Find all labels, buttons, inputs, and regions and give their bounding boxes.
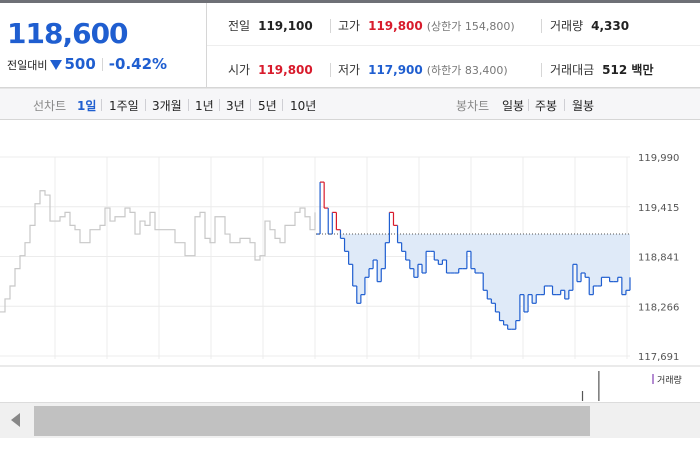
upper-limit: (상한가 154,800) xyxy=(426,20,515,33)
previous-day-line xyxy=(0,190,316,313)
stat-open: 시가 119,800 xyxy=(228,61,313,78)
chart-grid xyxy=(0,156,700,367)
divider xyxy=(330,63,331,77)
scroll-left-arrow-icon[interactable] xyxy=(11,413,20,427)
stat-value: 117,900 xyxy=(368,63,423,77)
change-percent: -0.42% xyxy=(108,55,168,73)
divider xyxy=(145,99,146,111)
tab-1d[interactable]: 1일 xyxy=(77,99,97,113)
quote-panel: 118,600 전일대비 500 -0.42% 전일 119,100 고가 119,80… xyxy=(0,0,700,88)
stat-high: 고가 119,800 (상한가 154,800) xyxy=(338,17,515,34)
y-tick-label: 119,415 xyxy=(638,203,679,214)
stat-value: 119,100 xyxy=(258,19,313,33)
divider xyxy=(207,45,700,46)
stat-label: 거래대금 xyxy=(550,63,595,77)
divider xyxy=(101,58,103,71)
stat-value: 4,330 xyxy=(591,19,630,33)
chart-lines xyxy=(0,181,631,330)
tab-daily[interactable]: 일봉 xyxy=(502,99,525,113)
volume-bars xyxy=(581,371,600,401)
y-axis-ticks: 119,990 119,415 118,841 118,266 117,691 xyxy=(638,153,679,363)
stat-label: 저가 xyxy=(338,63,361,77)
y-tick-label: 117,691 xyxy=(638,352,679,363)
tab-1y[interactable]: 1년 xyxy=(195,99,214,113)
bottom-spacer xyxy=(0,438,700,450)
stat-value: 512 백만 xyxy=(602,63,654,77)
stat-value: 119,800 xyxy=(368,19,423,33)
tab-3y[interactable]: 3년 xyxy=(226,99,245,113)
line-chart-label: 선차트 xyxy=(33,99,67,113)
chart-fill xyxy=(316,234,630,330)
horizontal-scrollbar[interactable] xyxy=(0,402,700,438)
volume-bar xyxy=(581,391,584,401)
change-value: 500 xyxy=(64,55,96,73)
divider xyxy=(541,19,542,33)
volume-legend-label: 거래량 xyxy=(657,374,682,386)
lower-limit: (하한가 83,400) xyxy=(426,64,508,77)
divider xyxy=(188,99,189,111)
volume-bar xyxy=(598,371,600,401)
candle-chart-label: 봉차트 xyxy=(456,99,490,113)
change-row: 전일대비 500 -0.42% xyxy=(7,55,167,73)
tab-1w[interactable]: 1주일 xyxy=(109,99,139,113)
divider xyxy=(330,19,331,33)
change-label: 전일대비 xyxy=(7,59,48,72)
tab-5y[interactable]: 5년 xyxy=(258,99,277,113)
divider xyxy=(541,63,542,77)
stat-prev-close: 전일 119,100 xyxy=(228,17,313,34)
y-tick-label: 119,990 xyxy=(638,153,679,164)
y-tick-label: 118,841 xyxy=(638,253,679,264)
intraday-chart[interactable]: 119,990 119,415 118,841 118,266 117,691 거래량 xyxy=(0,121,700,401)
volume-legend-swatch xyxy=(652,374,654,384)
tab-10y[interactable]: 10년 xyxy=(290,99,317,113)
stat-label: 거래량 xyxy=(550,19,584,33)
divider xyxy=(528,99,529,111)
divider xyxy=(282,99,283,111)
tab-monthly[interactable]: 월봉 xyxy=(572,99,595,113)
stat-low: 저가 117,900 (하한가 83,400) xyxy=(338,61,508,78)
down-triangle-icon xyxy=(50,60,63,70)
divider xyxy=(101,99,102,111)
price-box: 118,600 전일대비 500 -0.42% xyxy=(0,3,207,88)
stat-volume: 거래량 4,330 xyxy=(550,17,629,34)
stat-label: 고가 xyxy=(338,19,361,33)
volume-legend: 거래량 xyxy=(652,374,682,386)
divider xyxy=(564,99,565,111)
stat-value: 119,800 xyxy=(258,63,313,77)
stat-trade-value: 거래대금 512 백만 xyxy=(550,61,653,78)
scrollbar-thumb[interactable] xyxy=(34,406,590,436)
stat-label: 시가 xyxy=(228,63,251,77)
period-tabs: 선차트 1일 1주일 3개월 1년 3년 5년 10년 봉차트 일봉 주봉 월봉 xyxy=(0,88,700,120)
divider xyxy=(250,99,251,111)
divider xyxy=(219,99,220,111)
stat-label: 전일 xyxy=(228,19,251,33)
current-price: 118,600 xyxy=(7,17,129,50)
y-tick-label: 118,266 xyxy=(638,302,679,313)
below-reference-fill xyxy=(316,234,630,330)
tab-3m[interactable]: 3개월 xyxy=(152,99,182,113)
tab-weekly[interactable]: 주봉 xyxy=(535,99,558,113)
